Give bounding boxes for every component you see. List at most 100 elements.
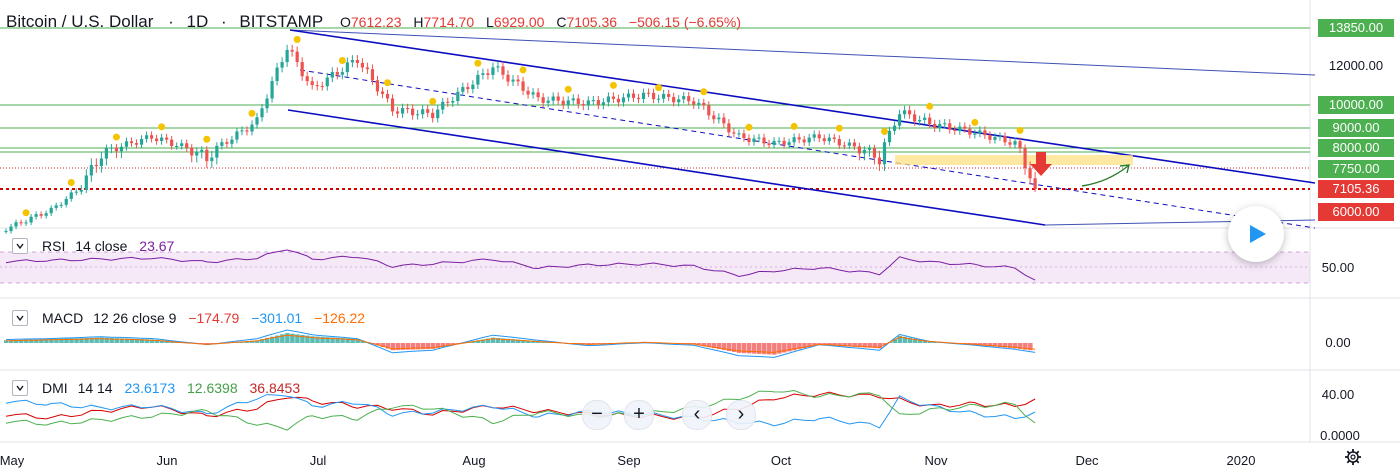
candle xyxy=(441,101,445,110)
macd-bar xyxy=(506,338,511,343)
candle xyxy=(837,138,841,146)
candle xyxy=(215,145,219,158)
macd-bar xyxy=(435,343,441,348)
gear-icon xyxy=(1345,449,1361,465)
macd-bar xyxy=(255,340,260,343)
macd-bar xyxy=(746,343,752,354)
signal-marker xyxy=(971,118,979,126)
candle xyxy=(872,148,877,158)
candle xyxy=(867,148,872,150)
candle xyxy=(541,97,545,103)
tick-13850: 13850.00 xyxy=(1329,20,1383,35)
time-jun: Jun xyxy=(157,453,178,468)
signal-marker xyxy=(22,209,30,217)
candle xyxy=(641,92,646,100)
time-axis[interactable]: May Jun Jul Aug Sep Oct Nov Dec 2020 xyxy=(0,453,1255,468)
candle xyxy=(697,102,701,105)
candle xyxy=(822,138,826,142)
macd-bar xyxy=(475,340,481,343)
scroll-right-button[interactable]: › xyxy=(726,400,756,430)
signal-marker xyxy=(158,123,166,131)
signal-marker xyxy=(203,135,211,143)
macd-bar xyxy=(39,339,44,343)
scroll-left-button[interactable]: ‹ xyxy=(682,400,712,430)
candle xyxy=(506,74,510,82)
rsi-legend[interactable]: RSI 14 close 23.67 xyxy=(42,238,175,254)
tick-6000: 6000.00 xyxy=(1333,204,1380,219)
macd-bar xyxy=(64,338,69,343)
candle xyxy=(737,133,741,135)
macd-bar xyxy=(711,343,717,349)
play-button[interactable] xyxy=(1228,206,1284,262)
signal-marker xyxy=(112,133,120,141)
macd-bar xyxy=(812,343,817,346)
macd-bar xyxy=(34,339,39,343)
candle xyxy=(762,137,766,144)
macd-bar xyxy=(9,340,14,343)
candle xyxy=(446,101,450,103)
candle xyxy=(1033,178,1037,189)
candle xyxy=(200,149,204,152)
macd-bar xyxy=(415,343,421,350)
macd-bar xyxy=(275,335,280,343)
macd-legend[interactable]: MACD 12 26 close 9 −174.79 −301.01 −126.… xyxy=(42,310,365,326)
candle xyxy=(355,59,359,64)
macd-bar xyxy=(500,338,506,343)
candle xyxy=(491,67,495,75)
candle xyxy=(978,130,982,134)
candle xyxy=(1018,141,1022,149)
macd-hist-value: −174.79 xyxy=(188,310,239,326)
macd-bar xyxy=(902,336,908,343)
close-value: 7105.36 xyxy=(566,14,617,30)
macd-bar xyxy=(14,340,19,343)
candle xyxy=(185,143,189,148)
candle xyxy=(235,131,239,140)
candle xyxy=(983,130,987,136)
macd-bar xyxy=(1002,343,1008,348)
candle xyxy=(682,96,686,100)
macd-collapse-button[interactable] xyxy=(12,310,28,326)
candle xyxy=(993,137,997,140)
zoom-in-button[interactable]: + xyxy=(624,400,654,430)
candle xyxy=(667,93,671,97)
candle xyxy=(531,92,535,95)
candle xyxy=(546,100,550,103)
macd-bar xyxy=(390,343,396,351)
dmi-collapse-button[interactable] xyxy=(12,380,28,396)
dmi-legend[interactable]: DMI 14 14 23.6173 12.6398 36.8453 xyxy=(42,380,300,396)
macd-bar xyxy=(485,338,491,343)
candle xyxy=(84,175,88,191)
macd-bar xyxy=(380,343,385,347)
macd-bar xyxy=(425,343,431,350)
candle xyxy=(742,133,746,139)
candle xyxy=(621,97,626,103)
candle xyxy=(170,139,174,147)
trend-channel[interactable] xyxy=(287,29,1316,229)
price-axis[interactable]: 13850.00 12000.00 10000.00 9000.00 8000.… xyxy=(1318,19,1394,221)
candle xyxy=(180,143,184,147)
symbol-legend[interactable]: Bitcoin / U.S. Dollar · 1D · BITSTAMP O7… xyxy=(6,12,741,31)
candle xyxy=(124,141,129,147)
rsi-collapse-button[interactable] xyxy=(12,238,28,254)
rsi-value: 23.67 xyxy=(139,238,174,254)
candle xyxy=(265,98,269,109)
macd-bar xyxy=(822,343,827,346)
macd-bar xyxy=(109,337,114,343)
candle xyxy=(365,67,370,70)
rsi-pane xyxy=(0,249,1310,284)
dmi-plus-value: 23.6173 xyxy=(125,380,176,396)
candle xyxy=(280,62,284,68)
signal-marker xyxy=(700,88,708,96)
signal-marker xyxy=(248,109,256,117)
zoom-out-button[interactable]: − xyxy=(582,400,612,430)
candle xyxy=(64,198,68,205)
candle xyxy=(335,72,339,75)
macd-bar xyxy=(49,338,54,343)
macd-bar xyxy=(837,343,842,346)
candle xyxy=(34,214,38,217)
macd-bar xyxy=(89,337,94,343)
candle xyxy=(797,137,801,140)
candle xyxy=(752,138,756,142)
candle xyxy=(290,49,294,52)
